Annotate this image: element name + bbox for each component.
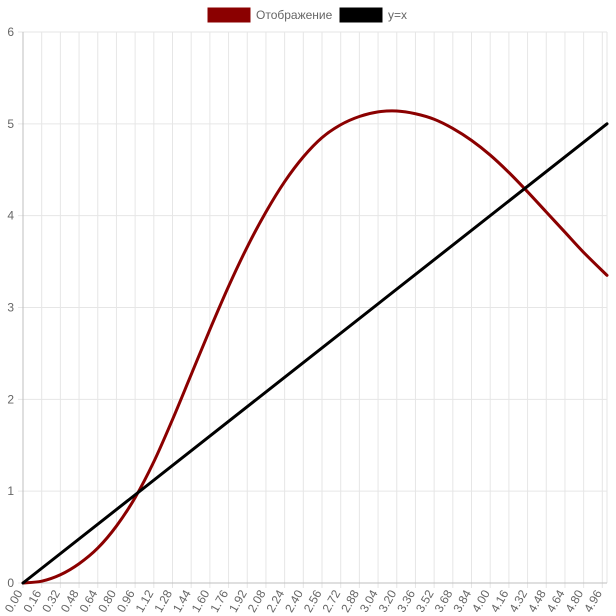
x-tick-label: 0.64 bbox=[77, 587, 101, 615]
chart-legend: Отображение y=x bbox=[207, 7, 407, 23]
x-axis-ticks: 0.000.160.320.480.640.800.961.121.281.44… bbox=[2, 587, 605, 615]
x-tick-label: 1.92 bbox=[226, 587, 250, 615]
x-tick-label: 1.28 bbox=[151, 587, 175, 615]
y-tick-label: 3 bbox=[7, 301, 14, 315]
x-tick-label: 4.00 bbox=[469, 587, 493, 615]
x-tick-label: 3.04 bbox=[357, 587, 381, 615]
x-tick-label: 3.68 bbox=[432, 587, 456, 615]
chart-grid bbox=[18, 31, 608, 588]
y-tick-label: 5 bbox=[7, 117, 14, 131]
series-line-otobrazhenie[interactable] bbox=[21, 109, 609, 585]
x-tick-label: 2.08 bbox=[245, 587, 269, 615]
x-tick-label: 2.56 bbox=[301, 587, 325, 615]
x-tick-label: 1.12 bbox=[133, 587, 157, 615]
x-tick-label: 0.32 bbox=[39, 587, 63, 615]
x-tick-label: 3.52 bbox=[413, 587, 437, 615]
x-tick-label: 3.84 bbox=[450, 587, 474, 615]
x-tick-label: 0.96 bbox=[114, 587, 138, 615]
x-tick-label: 0.00 bbox=[2, 587, 26, 615]
series-line-y-equals-x[interactable] bbox=[21, 122, 609, 585]
x-tick-label: 1.60 bbox=[189, 587, 213, 615]
x-tick-label: 4.80 bbox=[562, 587, 586, 615]
x-tick-label: 2.88 bbox=[338, 587, 362, 615]
x-tick-label: 1.76 bbox=[207, 587, 231, 615]
y-axis-ticks: 0 1 2 3 4 5 6 bbox=[7, 25, 14, 590]
x-tick-label: 2.72 bbox=[319, 587, 343, 615]
x-tick-label: 0.16 bbox=[20, 587, 44, 615]
x-tick-label: 2.24 bbox=[263, 587, 287, 615]
y-tick-label: 0 bbox=[7, 576, 14, 590]
x-tick-label: 4.32 bbox=[506, 587, 530, 615]
x-tick-label: 4.16 bbox=[488, 587, 512, 615]
x-tick-label: 1.44 bbox=[170, 587, 194, 615]
y-tick-label: 1 bbox=[7, 484, 14, 498]
y-tick-label: 6 bbox=[7, 25, 14, 39]
legend-swatch-otobrazhenie[interactable] bbox=[207, 7, 251, 23]
legend-label-y-equals-x[interactable]: y=x bbox=[388, 8, 407, 22]
x-tick-label: 4.48 bbox=[525, 587, 549, 615]
legend-swatch-y-equals-x[interactable] bbox=[339, 7, 383, 23]
x-tick-label: 3.20 bbox=[376, 587, 400, 615]
x-tick-label: 3.36 bbox=[394, 587, 418, 615]
legend-label-otobrazhenie[interactable]: Отображение bbox=[256, 8, 333, 22]
x-tick-label: 4.64 bbox=[544, 587, 568, 615]
x-tick-label: 0.48 bbox=[58, 587, 82, 615]
chart-series bbox=[21, 109, 609, 585]
x-tick-label: 0.80 bbox=[95, 587, 119, 615]
y-tick-label: 4 bbox=[7, 209, 14, 223]
x-tick-label: 4.96 bbox=[581, 587, 605, 615]
x-tick-label: 2.40 bbox=[282, 587, 306, 615]
chart-axes bbox=[22, 32, 607, 584]
y-tick-label: 2 bbox=[7, 392, 14, 406]
